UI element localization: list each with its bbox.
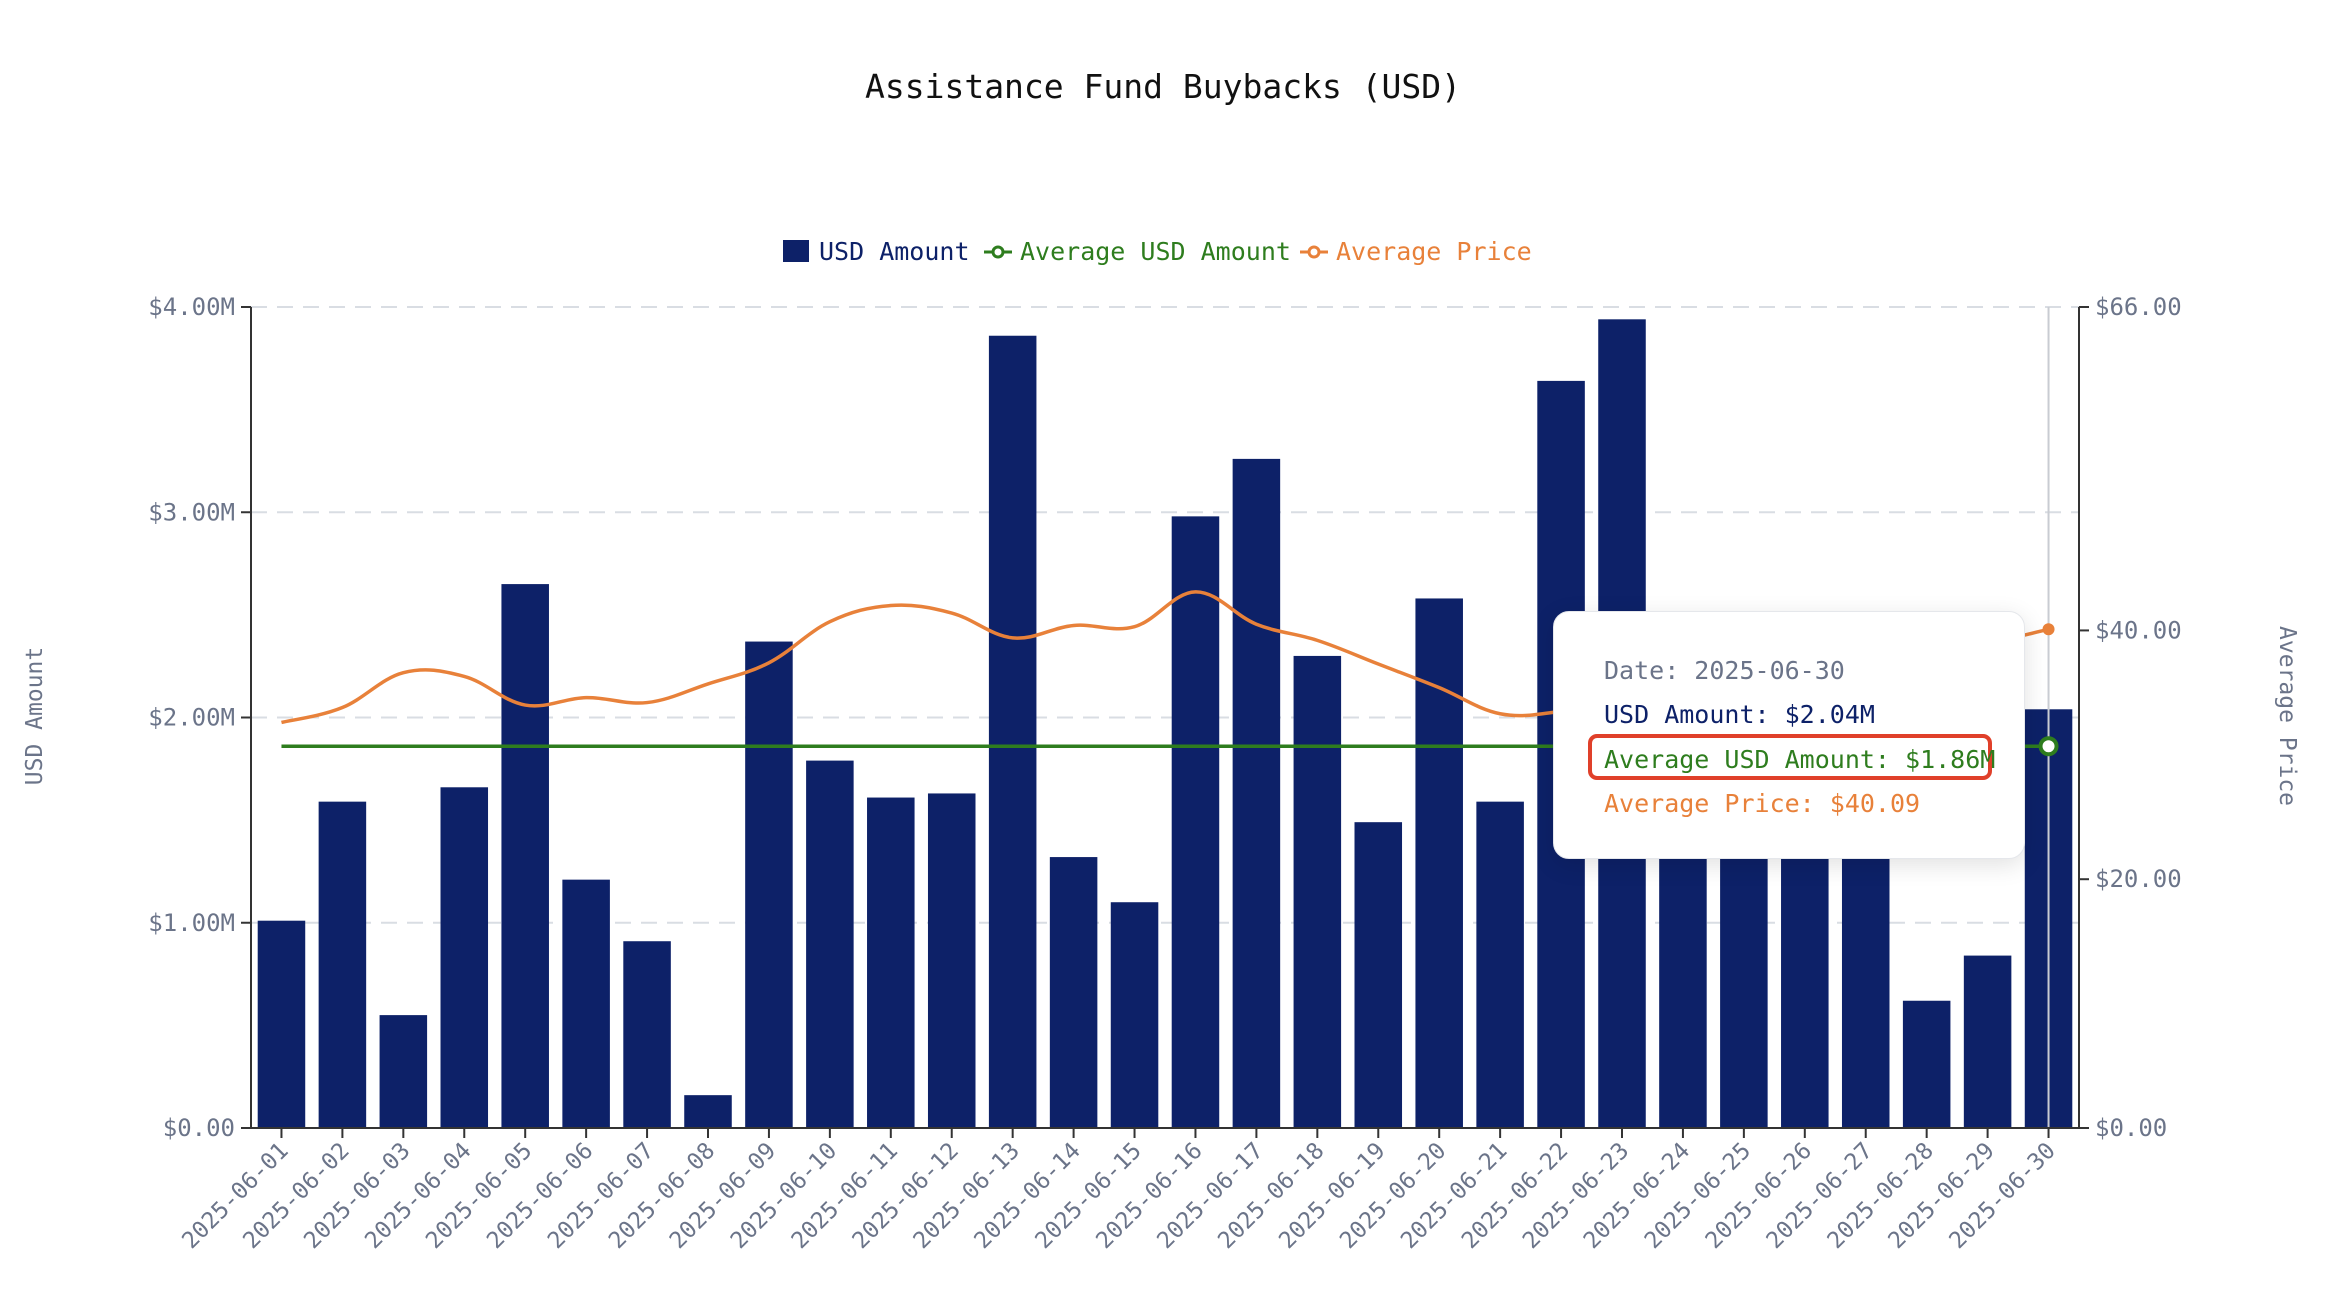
average-usd-amount-marker	[2038, 736, 2059, 757]
bar[interactable]	[1476, 801, 1524, 1128]
bar[interactable]	[1110, 902, 1159, 1128]
x-tick-label: 2025-06-14	[970, 1138, 1086, 1254]
x-tick-label: 2025-06-02	[238, 1138, 354, 1254]
x-tick-label: 2025-06-23	[1518, 1138, 1634, 1254]
x-tick-label: 2025-06-21	[1396, 1138, 1512, 1254]
x-tick-label: 2025-06-13	[909, 1138, 1025, 1254]
x-tick-label: 2025-06-15	[1030, 1138, 1146, 1254]
y2-tick-label: $20.00	[2095, 865, 2182, 893]
legend-average-usd-amount-label[interactable]: Average USD Amount	[1020, 237, 1291, 266]
legend-usd-amount-label[interactable]: USD Amount	[819, 237, 970, 266]
y-tick-label: $2.00M	[148, 704, 235, 732]
bar[interactable]	[1049, 857, 1098, 1128]
tooltip-highlight-box	[1588, 734, 1992, 780]
x-tick-label: 2025-06-28	[1823, 1138, 1939, 1254]
x-tick-label: 2025-06-26	[1701, 1138, 1817, 1254]
axes: $0.00 $1.00M $2.00M $3.00M $4.00M $0.00 $20.00…	[148, 293, 2181, 1142]
x-tick-label: 2025-06-27	[1762, 1138, 1878, 1254]
average-price-marker	[2042, 623, 2055, 636]
y-tick-label: $3.00M	[148, 498, 235, 526]
legend-average-price-label[interactable]: Average Price	[1336, 237, 1532, 266]
bar[interactable]	[379, 1015, 428, 1128]
bar[interactable]	[1781, 820, 1829, 1128]
x-axis-ticks: 2025-06-012025-06-022025-06-032025-06-04…	[177, 1128, 2061, 1254]
y2-tick-label: $40.00	[2095, 616, 2182, 644]
y-tick-label: $0.00	[163, 1114, 235, 1142]
bar[interactable]	[745, 641, 793, 1128]
bar[interactable]	[1963, 955, 2012, 1128]
x-tick-label: 2025-06-12	[848, 1138, 964, 1254]
legend-usd-amount-swatch[interactable]	[783, 240, 809, 262]
y2-tick-label: $0.00	[2095, 1114, 2167, 1142]
x-tick-label: 2025-06-19	[1274, 1138, 1390, 1254]
x-tick-label: 2025-06-04	[360, 1138, 476, 1254]
y-tick-label: $4.00M	[148, 293, 235, 321]
x-tick-label: 2025-06-07	[543, 1138, 659, 1254]
x-tick-label: 2025-06-29	[1884, 1138, 2000, 1254]
y-tick-label: $1.00M	[148, 909, 235, 937]
bar[interactable]	[1293, 655, 1342, 1128]
bar[interactable]	[501, 584, 549, 1128]
legend-average-price-marker	[1307, 245, 1321, 259]
x-tick-label: 2025-06-30	[1944, 1138, 2060, 1254]
bar[interactable]	[623, 941, 671, 1128]
y2-tick-label: $66.00	[2095, 293, 2182, 321]
bar[interactable]	[1415, 598, 1463, 1128]
bar[interactable]	[318, 801, 367, 1128]
bar[interactable]	[257, 920, 306, 1128]
x-tick-label: 2025-06-09	[665, 1138, 781, 1254]
x-tick-label: 2025-06-20	[1335, 1138, 1451, 1254]
bar[interactable]	[927, 793, 976, 1128]
tooltip-usd-amount: USD Amount: $2.04M	[1604, 700, 1875, 729]
bar[interactable]	[867, 797, 915, 1128]
bar[interactable]	[1720, 820, 1768, 1128]
x-tick-label: 2025-06-06	[482, 1138, 598, 1254]
bar[interactable]	[440, 787, 489, 1128]
y2-axis-label: Average Price	[2274, 626, 2300, 806]
y-axis-label: USD Amount	[22, 647, 48, 785]
tooltip-average-usd-amount: Average USD Amount: $1.86M	[1604, 745, 1996, 774]
bar[interactable]	[1232, 458, 1281, 1128]
bar[interactable]	[1171, 516, 1220, 1128]
x-tick-label: 2025-06-08	[604, 1138, 720, 1254]
x-tick-label: 2025-06-22	[1457, 1138, 1573, 1254]
x-tick-label: 2025-06-05	[421, 1138, 537, 1254]
tooltip-average-price: Average Price: $40.09	[1604, 789, 1921, 818]
x-tick-label: 2025-06-01	[177, 1138, 293, 1254]
x-tick-label: 2025-06-24	[1579, 1138, 1695, 1254]
x-tick-label: 2025-06-25	[1640, 1138, 1756, 1254]
bar[interactable]	[1659, 820, 1707, 1128]
bar[interactable]	[806, 760, 854, 1128]
x-tick-label: 2025-06-16	[1091, 1138, 1207, 1254]
legend-average-usd-amount-marker	[991, 245, 1005, 259]
x-tick-label: 2025-06-18	[1213, 1138, 1329, 1254]
bar[interactable]	[562, 879, 610, 1128]
x-tick-label: 2025-06-11	[787, 1138, 903, 1254]
x-tick-label: 2025-06-17	[1152, 1138, 1268, 1254]
bar[interactable]	[684, 1095, 732, 1128]
legend: USD Amount Average USD Amount Average Pric…	[783, 237, 1532, 266]
tooltip: Date: 2025-06-30 USD Amount: $2.04M Aver…	[1553, 611, 2025, 859]
x-tick-label: 2025-06-10	[726, 1138, 842, 1254]
bars	[257, 319, 2073, 1128]
bar[interactable]	[988, 335, 1037, 1128]
x-tick-label: 2025-06-03	[299, 1138, 415, 1254]
tooltip-date: Date: 2025-06-30	[1604, 656, 1845, 685]
chart-title: Assistance Fund Buybacks (USD)	[865, 67, 1461, 106]
bar[interactable]	[1841, 820, 1890, 1128]
bar[interactable]	[1902, 1000, 1951, 1128]
bar[interactable]	[1354, 822, 1403, 1128]
